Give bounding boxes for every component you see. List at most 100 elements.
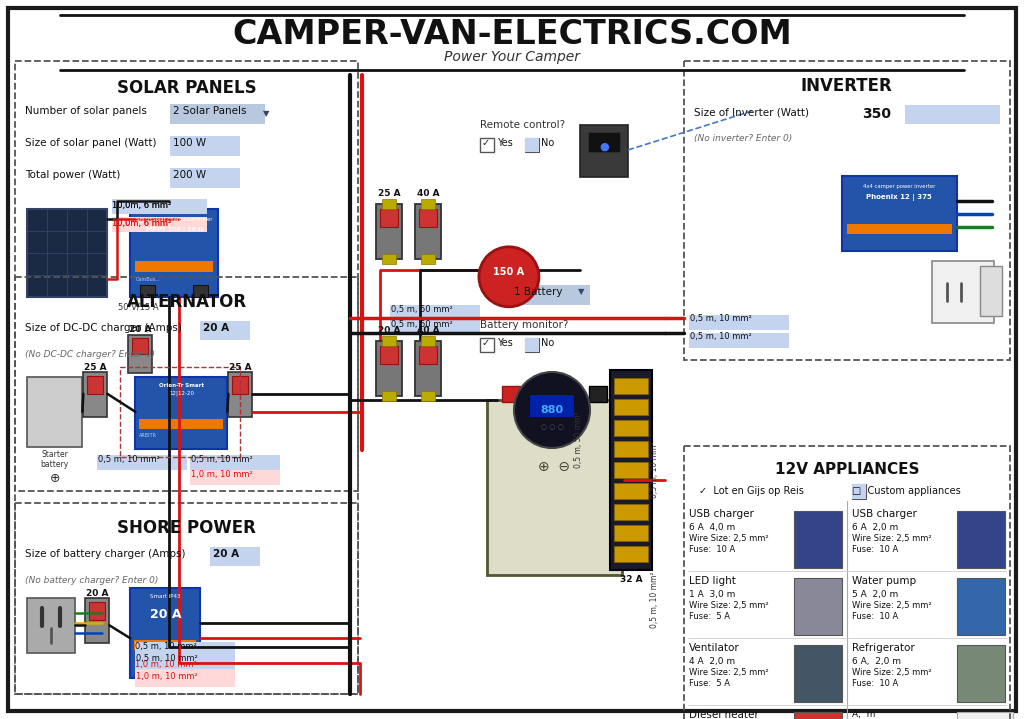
Text: 0,5 m, 10 mm²: 0,5 m, 10 mm²: [690, 332, 752, 342]
Bar: [614, 399, 648, 415]
Text: 2 Solar Panels: 2 Solar Panels: [173, 106, 247, 116]
Bar: [85, 598, 110, 644]
Bar: [15, 61, 358, 694]
Text: (No DC-DC charger? Enter 0): (No DC-DC charger? Enter 0): [26, 350, 156, 359]
Bar: [614, 525, 648, 541]
Text: USB charger: USB charger: [852, 509, 916, 519]
Text: Size of Inverter (Watt): Size of Inverter (Watt): [694, 107, 809, 117]
Bar: [201, 321, 250, 340]
Bar: [614, 546, 648, 562]
Text: 40 A: 40 A: [417, 190, 439, 198]
Bar: [956, 645, 1005, 702]
Text: Size of solar panel (Watt): Size of solar panel (Watt): [26, 138, 157, 148]
Text: Power Your Camper: Power Your Camper: [444, 50, 580, 64]
Bar: [140, 285, 156, 297]
Text: 25 A: 25 A: [84, 363, 106, 372]
Text: ✓: ✓: [482, 138, 490, 148]
Text: No: No: [541, 138, 554, 148]
Text: 1 A  3,0 m: 1 A 3,0 m: [689, 590, 735, 599]
Text: SHORE POWER: SHORE POWER: [118, 519, 256, 537]
Text: 150 A: 150 A: [494, 267, 524, 277]
Text: ALTERNATOR: ALTERNATOR: [127, 293, 247, 311]
Bar: [135, 261, 213, 272]
Bar: [487, 400, 622, 575]
Text: ⊕  ⊖: ⊕ ⊖: [539, 460, 570, 474]
Bar: [794, 645, 842, 702]
Text: 0,5 m, 10 mm²: 0,5 m, 10 mm²: [191, 455, 253, 464]
Bar: [956, 510, 1005, 568]
Bar: [689, 314, 790, 329]
Text: SmartSolar charge controller: SmartSolar charge controller: [136, 217, 213, 222]
Text: ●: ●: [599, 142, 609, 152]
Bar: [83, 372, 108, 417]
Bar: [794, 510, 842, 568]
Bar: [382, 391, 396, 401]
Bar: [135, 642, 236, 657]
Bar: [135, 660, 236, 675]
Text: Fuse:  10 A: Fuse: 10 A: [852, 612, 898, 621]
Text: A,  m: A, m: [852, 710, 876, 719]
Bar: [130, 588, 201, 678]
Circle shape: [936, 274, 972, 310]
Bar: [190, 455, 281, 470]
Bar: [794, 578, 842, 635]
Text: 10,0m, 6 mm²: 10,0m, 6 mm²: [113, 219, 172, 228]
Bar: [15, 277, 358, 491]
Bar: [932, 261, 993, 323]
Bar: [113, 199, 207, 214]
Text: 20 A: 20 A: [213, 549, 240, 559]
Bar: [904, 105, 999, 124]
Bar: [847, 224, 952, 234]
Bar: [376, 341, 402, 396]
Text: Number of solar panels: Number of solar panels: [26, 106, 147, 116]
Bar: [128, 335, 153, 373]
Text: 25 A: 25 A: [229, 363, 252, 372]
Text: Diesel heater: Diesel heater: [689, 710, 759, 719]
Bar: [614, 441, 648, 457]
Bar: [610, 370, 652, 570]
Bar: [382, 336, 396, 346]
Bar: [480, 138, 494, 152]
Text: (No battery charger? Enter 0): (No battery charger? Enter 0): [26, 577, 159, 585]
Bar: [113, 217, 207, 232]
Text: 25 A: 25 A: [378, 190, 400, 198]
Bar: [530, 395, 574, 417]
Text: battery: battery: [41, 460, 69, 469]
Text: 1 Battery: 1 Battery: [514, 287, 562, 297]
Bar: [135, 672, 236, 687]
Text: Fuse:  5 A: Fuse: 5 A: [689, 612, 730, 621]
Text: Phoenix 12 | 375: Phoenix 12 | 375: [866, 194, 932, 201]
Bar: [525, 338, 539, 352]
Text: Size of DC-DC charger (Amps): Size of DC-DC charger (Amps): [26, 323, 182, 333]
Bar: [380, 346, 398, 364]
Text: 200 W: 200 W: [173, 170, 207, 180]
Text: 0,5 m, 10 mm²: 0,5 m, 10 mm²: [98, 455, 160, 464]
Text: 4x4 camper power inverter: 4x4 camper power inverter: [863, 184, 936, 189]
Text: 12|12-20: 12|12-20: [169, 391, 194, 396]
Bar: [170, 168, 241, 188]
Text: Smart IP43: Smart IP43: [151, 595, 180, 600]
Text: Wire Size: 2,5 mm²: Wire Size: 2,5 mm²: [852, 601, 932, 610]
Bar: [842, 176, 956, 251]
Text: No: No: [541, 338, 554, 348]
Text: Ventilator: Ventilator: [689, 643, 739, 653]
Text: Remote control?: Remote control?: [480, 120, 565, 130]
Text: 0,5 m, 10 mm²: 0,5 m, 10 mm²: [650, 441, 659, 498]
Text: Fuse:  5 A: Fuse: 5 A: [689, 679, 730, 688]
Text: 6 A,  2,0 m: 6 A, 2,0 m: [852, 657, 901, 666]
Bar: [135, 654, 236, 669]
Text: LED light: LED light: [689, 576, 736, 586]
Bar: [421, 391, 435, 401]
Text: SOLAR PANELS: SOLAR PANELS: [117, 79, 257, 97]
Bar: [852, 484, 866, 499]
Text: 12V APPLIANCES: 12V APPLIANCES: [774, 462, 920, 477]
Bar: [589, 386, 607, 402]
Text: 20 A: 20 A: [204, 323, 229, 333]
Text: 0,5 m, 10 mm²: 0,5 m, 10 mm²: [690, 314, 752, 324]
Bar: [614, 483, 648, 499]
Bar: [419, 346, 437, 364]
Text: 350: 350: [862, 107, 891, 121]
Bar: [421, 336, 435, 346]
Text: 20 A: 20 A: [129, 325, 152, 334]
Bar: [210, 547, 260, 567]
